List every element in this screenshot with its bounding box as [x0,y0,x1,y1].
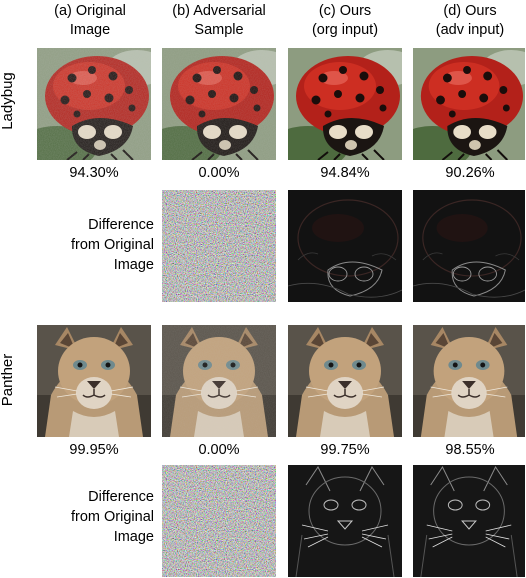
column-header-ours-adv: (d) Ours (adv input) [409,2,526,40]
difference-label: Difference from Original Image [14,215,154,275]
panther-adversarial-difference [162,465,276,577]
panther-score-ours-adv: 98.55% [445,442,495,458]
panther-score-adversarial: 0.00% [198,442,240,458]
panther-ours-adv-image [413,325,525,437]
column-header-adversarial: (b) Adversarial Sample [158,2,280,40]
ladybug-ours-org-difference [288,190,402,302]
ladybug-ours-adv-difference [413,190,525,302]
ladybug-adversarial-image [162,48,276,160]
panther-ours-org-difference [288,465,402,577]
ladybug-score-original: 94.30% [69,165,119,181]
ladybug-original-image [37,48,151,160]
panther-ours-org-image [288,325,402,437]
difference-label-line3: Image [113,529,154,545]
column-header-line1: (a) Original [54,3,126,19]
difference-label-line1: Difference [88,489,154,505]
ladybug-score-adversarial: 0.00% [198,165,240,181]
column-header-line2: (org input) [311,22,379,38]
panther-adversarial-image [162,325,276,437]
difference-label: Difference from Original Image [14,487,154,547]
column-header-line2: (adv input) [435,22,505,38]
column-header-original: (a) Original Image [29,2,151,40]
column-header-line2: Image [69,22,111,38]
ladybug-score-ours-adv: 90.26% [445,165,495,181]
column-header-line2: Sample [194,22,244,38]
difference-label-line3: Image [113,257,154,273]
column-header-ours-org: (c) Ours (org input) [284,2,406,40]
row-label-panther: Panther [0,353,16,407]
column-header-line1: (d) Ours [443,3,497,19]
panther-score-original: 99.95% [69,442,119,458]
column-header-line1: (b) Adversarial [172,3,266,19]
difference-label-line1: Difference [88,217,154,233]
difference-label-line2: from Original [71,509,154,525]
ladybug-ours-adv-image [413,48,526,160]
column-header-line1: (c) Ours [318,3,372,19]
panther-original-image [37,325,151,437]
panther-score-ours-org: 99.75% [320,442,370,458]
panther-ours-adv-difference [413,465,525,577]
ladybug-adversarial-difference [162,190,276,302]
difference-label-line2: from Original [71,237,154,253]
ladybug-ours-org-image [288,48,402,160]
row-label-ladybug: Ladybug [0,72,16,130]
ladybug-score-ours-org: 94.84% [320,165,370,181]
